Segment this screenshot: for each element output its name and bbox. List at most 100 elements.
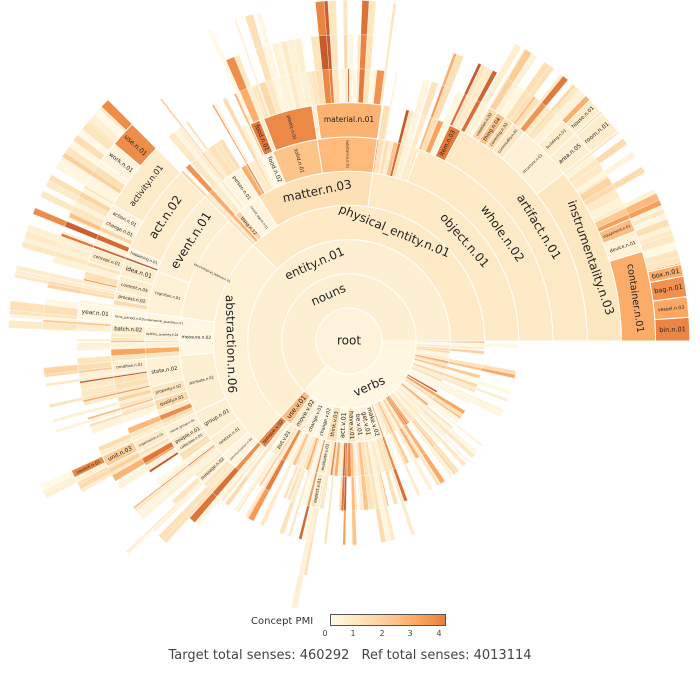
- sunburst-sliver: [92, 421, 126, 435]
- segment-condition-n-01[interactable]: [111, 358, 148, 375]
- segment-label: time_period.n.01: [115, 314, 143, 321]
- sunburst-sliver: [8, 320, 44, 330]
- colorbar-tick: 1: [350, 629, 356, 638]
- segment-process-n-02[interactable]: [113, 290, 151, 307]
- sunburst-sliver: [244, 13, 263, 50]
- colorbar: [330, 614, 446, 626]
- sunburst-sliver: [207, 28, 227, 63]
- sunburst-sliver: [422, 452, 446, 485]
- segment-expect-v-01[interactable]: [310, 472, 324, 509]
- segment-put-v-01[interactable]: [270, 423, 296, 457]
- sunburst-sliver: [279, 500, 296, 535]
- sunburst-sliver: [441, 52, 457, 87]
- segment-house-n-01[interactable]: [565, 99, 601, 135]
- sunburst-sliver: [506, 48, 526, 79]
- sunburst-sliver: [42, 329, 77, 332]
- sunburst-sliver: [484, 343, 519, 349]
- sunburst-sliver: [222, 97, 242, 131]
- segment-plastic-n-01[interactable]: [262, 105, 318, 152]
- colorbar-tick: 3: [407, 629, 413, 638]
- sunburst-sliver: [477, 380, 512, 396]
- sunburst-sliver: [421, 81, 439, 117]
- sunburst-sliver: [389, 72, 398, 107]
- sunburst-sliver: [384, 36, 392, 72]
- sunburst-sliver: [168, 132, 197, 163]
- segment-remove-v-02[interactable]: [257, 415, 288, 449]
- segment-label: fundamental_quantity.n.01: [143, 317, 184, 325]
- sunburst-segments: [70, 99, 691, 509]
- segment-label: abstraction.n.06: [223, 295, 240, 394]
- sunburst-sliver: [139, 493, 170, 520]
- sunburst-sliver: [328, 475, 335, 510]
- sunburst-sliver: [125, 527, 153, 553]
- sunburst-sliver: [388, 2, 397, 38]
- sunburst-fringe: [8, 0, 682, 609]
- sunburst-sliver: [342, 0, 348, 35]
- segment-label: definite_quantity.n.01: [146, 332, 179, 337]
- segment-label: vessel.n.03: [658, 305, 685, 314]
- sunburst-sliver: [160, 98, 183, 127]
- segment-food-n-01[interactable]: [249, 119, 274, 157]
- segment-label: attribute.n.02: [189, 375, 215, 385]
- segment-quality-n-01[interactable]: [153, 390, 191, 412]
- sunburst-sliver: [32, 207, 67, 227]
- segment-label: act.v.01: [338, 412, 348, 438]
- sunburst-sliver: [323, 509, 331, 544]
- segment-label: process.n.02: [118, 294, 146, 305]
- segment-collection-n-01[interactable]: [174, 429, 209, 455]
- segment-thing-n-12[interactable]: [234, 210, 263, 241]
- colorbar-tick: 0: [322, 629, 328, 638]
- sunburst-sliver: [471, 395, 505, 414]
- sunburst-sliver: [55, 420, 90, 433]
- sunburst-sliver: [127, 528, 154, 555]
- sunburst-sliver: [55, 419, 89, 431]
- sunburst-sliver: [259, 493, 279, 527]
- segment-label: batch.n.02: [114, 326, 142, 333]
- segment-box-n-01[interactable]: [647, 263, 685, 284]
- segment-batch-n-02[interactable]: [110, 323, 147, 335]
- segment-room-n-01[interactable]: [576, 112, 619, 153]
- segment-label: root: [337, 334, 361, 348]
- ref-total-senses: Ref total senses: 4013114: [361, 648, 532, 663]
- segment-label: year.n.01: [81, 309, 109, 318]
- segment-person-n-01[interactable]: [222, 167, 260, 208]
- sunburst-sliver: [439, 438, 467, 467]
- sunburst-sliver: [45, 378, 80, 387]
- sunburst-sliver: [343, 34, 348, 69]
- segment-label: measure.n.02: [181, 334, 211, 341]
- sunburst-sliver: [52, 410, 87, 423]
- sunburst-sliver: [248, 488, 270, 522]
- segment-label: bin.n.01: [659, 325, 686, 334]
- sunburst-sliver: [212, 104, 231, 136]
- segment-equipment-n-01[interactable]: [598, 218, 636, 245]
- sunburst-sliver: [48, 397, 84, 408]
- colorbar-tick: 2: [379, 629, 385, 638]
- segment-message-n-02[interactable]: [196, 453, 228, 484]
- sunburst-sliver: [455, 423, 484, 447]
- sunburst-sliver: [481, 364, 517, 375]
- colorbar-title: Concept PMI: [251, 616, 314, 627]
- sunburst-sliver: [348, 68, 354, 103]
- segment-label: be.v.01: [354, 414, 362, 436]
- sunburst-sliver: [234, 19, 248, 53]
- segment-label: think.v.03: [330, 411, 340, 437]
- segment-item-n-03[interactable]: [434, 124, 462, 162]
- sunburst-sliver: [434, 444, 460, 474]
- segment-change-n-01[interactable]: [101, 216, 138, 241]
- segment-concept-n-01[interactable]: [87, 247, 126, 272]
- segment-make-v-02[interactable]: [364, 403, 383, 440]
- segment-label: cognition.n.01: [154, 291, 181, 301]
- segment-label: get.v.01: [360, 411, 371, 436]
- sunburst-sliver: [342, 510, 347, 546]
- segment-label: condition.n.01: [116, 363, 143, 370]
- sunburst-sliver: [110, 339, 146, 342]
- segment-material-n-01[interactable]: [315, 102, 383, 140]
- segment-work-n-01[interactable]: [100, 143, 142, 182]
- segment-happening-n-01[interactable]: [125, 247, 162, 269]
- segment-creation-n-02[interactable]: [470, 106, 499, 142]
- segment-council-n-01[interactable]: [70, 455, 106, 479]
- segment-label: evaluate.v.02: [320, 443, 330, 471]
- segment-label: material.n.01: [324, 115, 375, 124]
- segment-year-n-01[interactable]: [76, 302, 114, 323]
